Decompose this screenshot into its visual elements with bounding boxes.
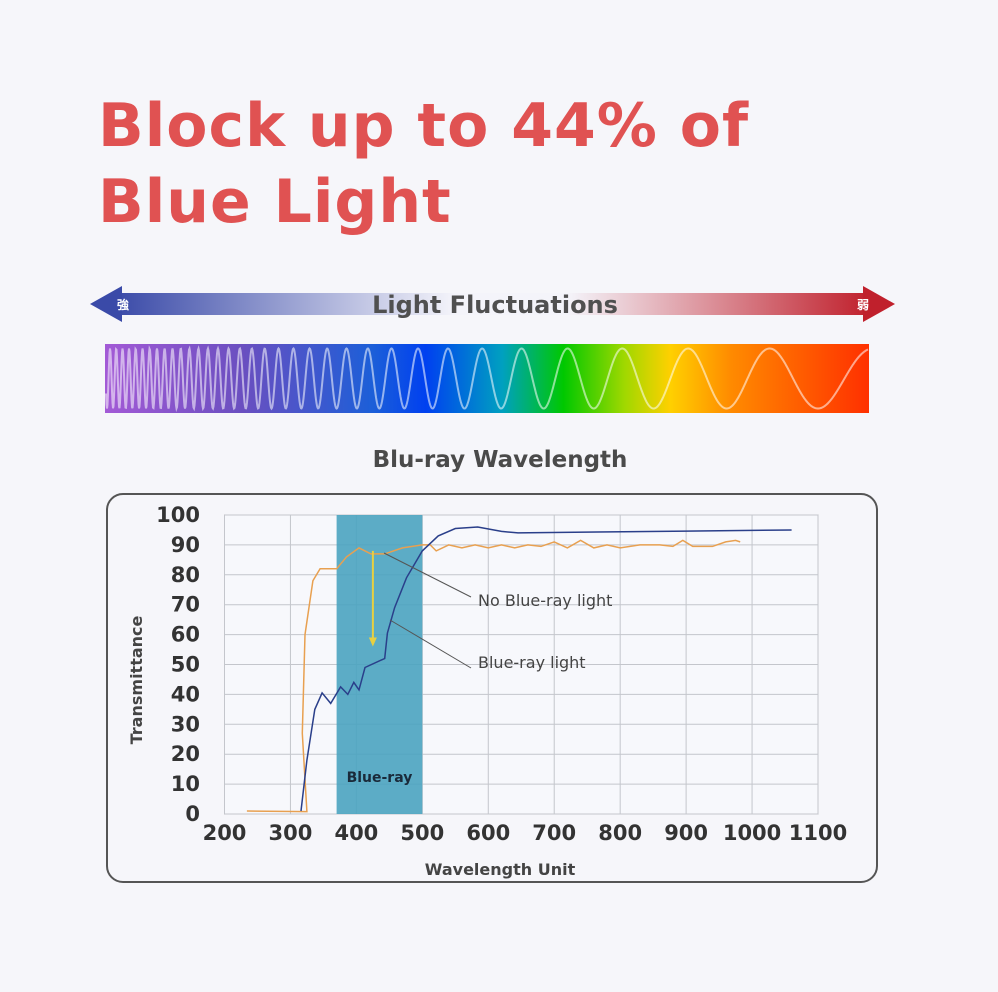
- headline-line1: Block up to 44% of: [98, 91, 750, 161]
- y-tick-label: 40: [171, 682, 200, 706]
- fluctuation-label: Light Fluctuations: [372, 291, 618, 319]
- chart-title: Blu-ray Wavelength: [373, 447, 628, 473]
- headline-line2: Blue Light: [98, 167, 452, 237]
- chart: 200 300 400 500 600 700 800 900 1000 1100 0 10 20 30 4…: [156, 503, 847, 845]
- y-tick-label: 60: [171, 623, 200, 647]
- fluctuation-arrow: 強 弱 Light Fluctuations: [90, 286, 895, 322]
- callout-line: [389, 619, 472, 669]
- y-tick-label: 20: [171, 742, 200, 766]
- y-tick-label: 50: [171, 653, 200, 677]
- right-arrowhead: [863, 286, 895, 322]
- y-tick-label: 30: [171, 712, 200, 736]
- x-tick-label: 800: [598, 821, 642, 845]
- callout-line: [383, 552, 472, 598]
- y-tick-label: 100: [156, 503, 200, 527]
- y-tick-label: 80: [171, 563, 200, 587]
- headline: Block up to 44% of Blue Light: [98, 88, 749, 240]
- legend-blue-ray-light: Blue-ray light: [478, 653, 586, 672]
- x-tick-label: 500: [400, 821, 444, 845]
- spectrum-band: [105, 344, 869, 413]
- x-tick-label: 200: [203, 821, 247, 845]
- band-label: Blue-ray: [347, 770, 413, 786]
- reduction-arrowhead: [368, 637, 377, 647]
- x-tick-label: 700: [532, 821, 576, 845]
- wave-line: [105, 345, 869, 413]
- x-tick-label: 1100: [789, 821, 847, 845]
- x-tick-label: 400: [334, 821, 378, 845]
- strong-label: 強: [117, 297, 129, 312]
- y-tick-label: 70: [171, 593, 200, 617]
- y-tick-label: 0: [185, 802, 200, 826]
- y-tick-label: 90: [171, 533, 200, 557]
- left-arrowhead: [90, 286, 122, 322]
- x-tick-label: 900: [664, 821, 708, 845]
- series-line-no-blue-ray-light: [246, 539, 741, 813]
- y-tick-label: 10: [171, 772, 200, 796]
- weak-label: 弱: [857, 297, 869, 312]
- x-axis-label: Wavelength Unit: [425, 860, 576, 879]
- x-tick-label: 300: [269, 821, 313, 845]
- x-tick-label: 1000: [723, 821, 781, 845]
- x-tick-label: 600: [466, 821, 510, 845]
- legend-no-blue-ray-light: No Blue-ray light: [478, 591, 612, 610]
- y-axis-label: Transmittance: [127, 615, 146, 744]
- chart-frame: [106, 493, 878, 883]
- series-line-blue-ray-light: [300, 526, 792, 812]
